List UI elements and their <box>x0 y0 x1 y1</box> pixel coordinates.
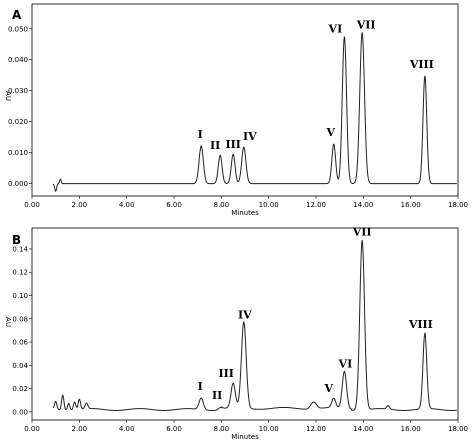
panel-a: A 0.00 2.00 4.00 6.00 8.00 10.00 12.00 14.00 16.0… <box>4 3 468 217</box>
y-tick-label: 0.12 <box>12 269 28 277</box>
y-tick-label: 0.14 <box>12 245 28 253</box>
x-axis-label: Minutes <box>231 433 259 441</box>
x-tick-label: 4.00 <box>119 201 135 209</box>
peak-label-vi: VI <box>338 357 353 370</box>
panel-label: B <box>12 233 21 247</box>
peak-label-iv: IV <box>243 130 257 143</box>
y-tick-label: 0.02 <box>12 385 28 393</box>
x-tick-label: 10.00 <box>259 425 279 433</box>
y-tick-label: 0.030 <box>8 87 28 95</box>
peak-label-iii: III <box>225 138 240 151</box>
y-tick-label: 0.010 <box>8 149 28 157</box>
peak-label-viii: VIII <box>409 58 434 71</box>
peak-label-vii: VII <box>356 18 376 31</box>
chromatogram-trace <box>52 32 457 192</box>
x-tick-label: 0.00 <box>24 201 40 209</box>
plot-frame <box>31 227 459 421</box>
x-tick-label: 0.00 <box>24 425 40 433</box>
peak-label-v: V <box>325 126 335 139</box>
y-tick-label: 0.06 <box>12 339 28 347</box>
panel-label: A <box>12 8 22 22</box>
x-tick-label: 8.00 <box>214 201 230 209</box>
peak-label-viii: VIII <box>408 318 433 331</box>
chromatogram-trace <box>52 239 457 411</box>
peak-label-i: I <box>198 380 203 393</box>
x-tick-label: 2.00 <box>72 425 88 433</box>
x-tick-label: 8.00 <box>214 425 230 433</box>
y-tick-label: 0.08 <box>12 315 28 323</box>
x-tick-label: 16.00 <box>401 425 421 433</box>
y-tick-label: 0.050 <box>8 25 28 33</box>
peak-label-vi: VI <box>328 23 343 36</box>
peak-label-iv: IV <box>238 308 252 321</box>
peak-label-ii: II <box>212 389 222 402</box>
y-tick-label: 0.000 <box>8 180 28 188</box>
panel-b: B 0.00 2.00 4.00 6.00 8.00 10.00 12.00 14.00 16.0… <box>4 226 468 441</box>
peak-label-v: V <box>323 382 333 395</box>
peak-label-ii: II <box>210 139 220 152</box>
y-axis-label: AU <box>4 317 12 327</box>
y-tick-label: 0.020 <box>8 118 28 126</box>
y-axis-label: AU <box>4 91 12 101</box>
x-tick-label: 4.00 <box>119 425 135 433</box>
plot-frame <box>31 3 459 197</box>
x-tick-label: 18.00 <box>448 201 468 209</box>
y-tick-label: 0.10 <box>12 292 28 300</box>
x-tick-label: 2.00 <box>72 201 88 209</box>
x-tick-label: 6.00 <box>166 425 182 433</box>
x-tick-label: 6.00 <box>166 201 182 209</box>
y-tick-label: 0.040 <box>8 56 28 64</box>
x-tick-label: 14.00 <box>353 201 373 209</box>
x-tick-label: 12.00 <box>306 425 326 433</box>
x-axis-label: Minutes <box>231 209 259 217</box>
peak-label-vii: VII <box>352 226 372 239</box>
x-tick-label: 10.00 <box>259 201 279 209</box>
x-tick-label: 14.00 <box>353 425 373 433</box>
x-tick-label: 16.00 <box>401 201 421 209</box>
x-tick-label: 18.00 <box>448 425 468 433</box>
y-tick-label: 0.00 <box>12 408 28 416</box>
y-tick-label: 0.04 <box>12 362 28 370</box>
x-tick-label: 12.00 <box>306 201 326 209</box>
peak-label-i: I <box>198 128 203 141</box>
peak-label-iii: III <box>218 367 233 380</box>
